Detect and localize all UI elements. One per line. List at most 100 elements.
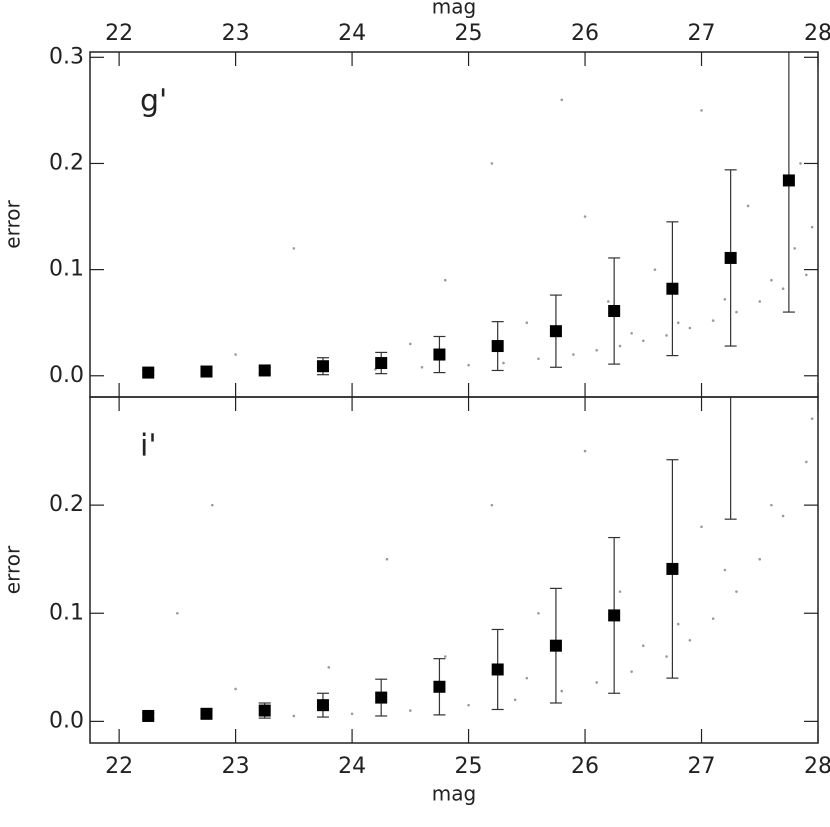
x-tick-label: 22 — [105, 21, 133, 46]
point — [595, 681, 598, 684]
point — [560, 689, 564, 693]
x-axis-label: mag — [432, 782, 476, 806]
x-tick-label: 24 — [338, 754, 366, 779]
mean-marker — [608, 609, 621, 622]
mean-marker — [200, 707, 213, 720]
point — [781, 514, 785, 518]
point — [641, 644, 645, 647]
y-tick-label: 0.2 — [49, 492, 84, 517]
point — [607, 300, 610, 303]
point — [810, 225, 814, 229]
panel-label: i' — [140, 429, 157, 464]
point — [490, 503, 494, 507]
point — [641, 339, 645, 343]
mean-marker — [491, 340, 504, 353]
point — [537, 611, 540, 615]
x-tick-label: 28 — [804, 754, 830, 779]
point — [630, 670, 633, 673]
mean-marker — [375, 691, 388, 704]
point — [560, 98, 564, 102]
point — [805, 273, 808, 277]
mean-marker — [549, 325, 562, 338]
point — [420, 365, 424, 369]
point — [350, 712, 354, 716]
point — [700, 525, 703, 529]
frame — [89, 396, 819, 744]
point — [490, 162, 494, 165]
point — [723, 298, 727, 301]
mean-marker — [375, 357, 388, 370]
y-tick-label: 0.0 — [49, 708, 84, 733]
point — [711, 617, 715, 620]
point — [688, 638, 692, 642]
x-tick-label: 28 — [804, 21, 830, 46]
mean-marker — [725, 380, 737, 392]
point — [583, 449, 587, 453]
mean-marker — [666, 282, 679, 295]
mean-marker — [433, 348, 446, 361]
x-axis-label: mag — [432, 0, 476, 19]
mean-marker — [316, 699, 329, 712]
point — [502, 361, 505, 365]
y-tick-label: 0.1 — [49, 600, 84, 625]
y-axis-label: error — [1, 545, 25, 594]
mean-marker — [433, 680, 446, 693]
y-tick-label: 0.1 — [49, 257, 84, 282]
point — [676, 321, 680, 324]
point — [595, 348, 598, 352]
x-tick-label: 25 — [455, 21, 483, 46]
point — [618, 344, 622, 348]
point — [211, 503, 214, 507]
point — [618, 590, 622, 593]
mean-marker — [782, 174, 795, 187]
mean-marker — [549, 639, 562, 652]
y-tick-label: 0.3 — [49, 44, 84, 69]
point — [799, 162, 802, 165]
frame — [89, 51, 819, 398]
y-axis-label: error — [1, 200, 25, 249]
point — [735, 310, 738, 314]
point — [746, 204, 750, 208]
mean-marker — [491, 663, 504, 676]
point — [467, 703, 470, 707]
plot-area — [142, 52, 814, 379]
point — [688, 326, 692, 330]
point — [805, 460, 808, 464]
x-tick-label: 23 — [222, 754, 250, 779]
point — [700, 109, 703, 112]
point — [676, 622, 680, 626]
point — [525, 676, 529, 680]
point — [583, 215, 587, 218]
point — [292, 714, 296, 718]
point — [234, 353, 237, 356]
point — [665, 655, 668, 658]
point — [467, 363, 470, 367]
point — [234, 687, 237, 691]
x-tick-label: 23 — [222, 21, 250, 46]
plot-area — [142, 380, 814, 722]
point — [653, 268, 657, 271]
mean-marker — [666, 562, 679, 575]
point — [793, 247, 797, 250]
x-tick-label: 27 — [688, 754, 716, 779]
point — [665, 334, 668, 337]
point — [810, 417, 814, 420]
point — [770, 278, 773, 282]
point — [735, 590, 738, 593]
point — [443, 278, 447, 282]
panel-label: g' — [140, 84, 167, 119]
y-tick-label: 0.2 — [49, 150, 84, 175]
point — [537, 357, 540, 361]
y-tick-label: 0.0 — [49, 363, 84, 388]
x-tick-label: 22 — [105, 754, 133, 779]
x-tick-label: 26 — [571, 754, 599, 779]
point — [292, 247, 296, 250]
x-tick-label: 24 — [338, 21, 366, 46]
point — [770, 503, 773, 507]
point — [525, 321, 529, 324]
mean-marker — [142, 709, 155, 722]
point — [781, 287, 785, 291]
x-tick-label: 25 — [455, 754, 483, 779]
mean-marker — [200, 365, 213, 378]
